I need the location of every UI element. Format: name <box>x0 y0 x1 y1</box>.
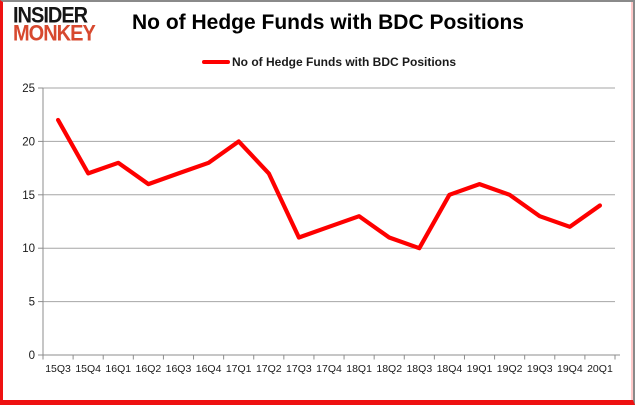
y-tick-label: 15 <box>22 190 35 202</box>
x-tick-label: 17Q3 <box>286 363 312 375</box>
x-tick-label: 15Q4 <box>75 363 101 375</box>
x-tick-label: 15Q3 <box>45 363 71 375</box>
x-tick-label: 19Q3 <box>527 363 553 375</box>
legend: No of Hedge Funds with BDC Positions <box>202 55 456 69</box>
x-tick-label: 19Q4 <box>557 363 583 375</box>
logo-line-insider: INSIDER <box>13 3 88 29</box>
x-tick-label: 19Q2 <box>497 363 523 375</box>
x-tick-label: 16Q3 <box>166 363 192 375</box>
x-tick-label: 19Q1 <box>467 363 493 375</box>
data-series-line <box>55 117 603 251</box>
x-tick-label: 18Q1 <box>346 363 372 375</box>
chart-content: INSIDER MONKEY No of Hedge Funds with BD… <box>3 2 633 400</box>
chart-title: No of Hedge Funds with BDC Positions <box>132 11 524 34</box>
insider-monkey-logo: INSIDER MONKEY <box>13 3 96 47</box>
legend-line-swatch <box>202 60 230 64</box>
legend-label: No of Hedge Funds with BDC Positions <box>232 55 456 69</box>
x-tick-label: 17Q1 <box>226 363 252 375</box>
x-tick-label: 16Q2 <box>136 363 162 375</box>
x-tick-label: 18Q3 <box>406 363 432 375</box>
logo-line-monkey: MONKEY <box>13 21 96 47</box>
y-tick-label: 0 <box>29 350 35 362</box>
x-tick-label: 18Q4 <box>437 363 463 375</box>
x-tick-label: 16Q4 <box>196 363 222 375</box>
x-tick-label: 17Q4 <box>316 363 342 375</box>
x-tick-label: 16Q1 <box>105 363 131 375</box>
x-tick-label: 17Q2 <box>256 363 282 375</box>
y-tick-label: 5 <box>29 297 35 309</box>
y-tick-label: 25 <box>22 83 35 95</box>
y-tick-label: 20 <box>22 136 35 148</box>
x-tick-label: 20Q1 <box>587 363 613 375</box>
line-chart: 0 5 10 15 20 25 15Q3 15Q4 16Q1 16Q2 16Q3 16Q4 17Q1 17… <box>22 83 620 375</box>
y-tick-label: 10 <box>22 243 35 255</box>
x-tick-label: 18Q2 <box>376 363 402 375</box>
